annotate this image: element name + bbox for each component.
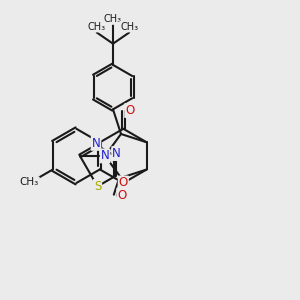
Text: CH₃: CH₃ [120,22,138,32]
Text: S: S [94,180,101,193]
Text: CH₃: CH₃ [88,22,106,32]
Text: O: O [119,176,128,190]
Text: N: N [92,137,100,150]
Text: CH₃: CH₃ [104,14,122,24]
Text: O: O [125,104,134,117]
Text: CH₃: CH₃ [20,177,39,188]
Text: N: N [112,147,121,160]
Text: O: O [117,189,127,202]
Text: N: N [101,149,110,162]
